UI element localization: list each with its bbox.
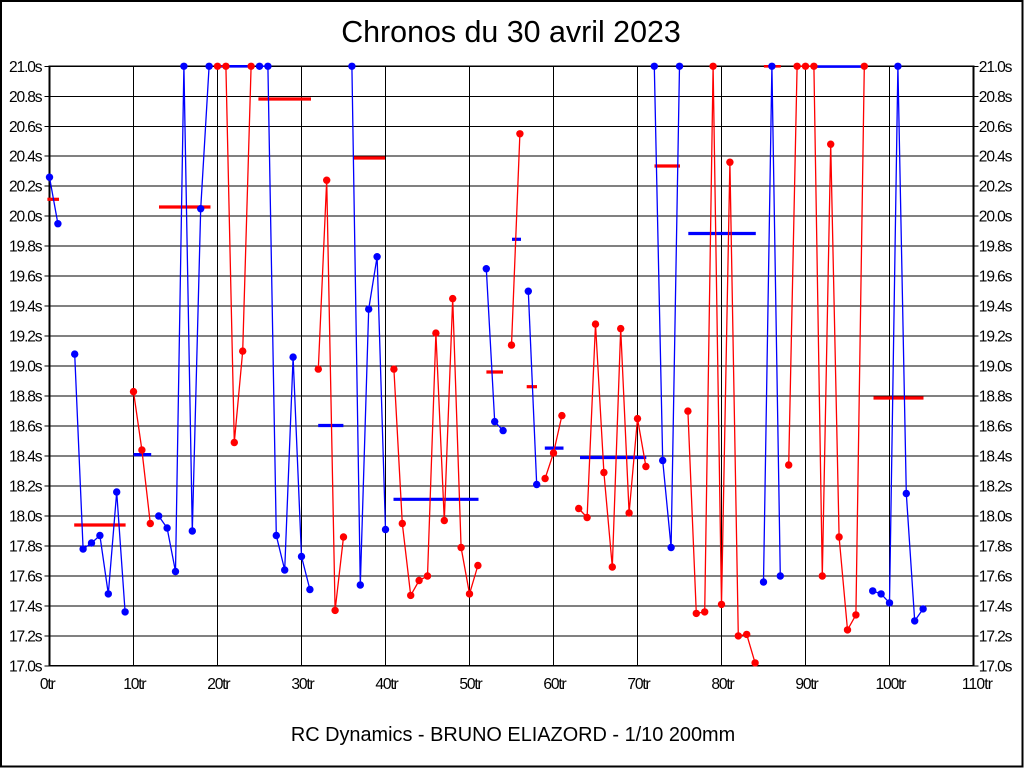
svg-text:20.4s: 20.4s [9,149,43,166]
svg-text:10tr: 10tr [123,676,146,693]
svg-text:60tr: 60tr [543,676,566,693]
svg-text:80tr: 80tr [711,676,734,693]
svg-text:20.2s: 20.2s [9,179,43,196]
svg-text:18.4s: 18.4s [979,449,1013,466]
svg-text:18.0s: 18.0s [9,509,43,526]
svg-text:17.0s: 17.0s [979,658,1013,675]
svg-text:100tr: 100tr [876,676,907,693]
svg-text:17.8s: 17.8s [979,539,1013,556]
svg-text:RC Dynamics - BRUNO ELIAZORD -: RC Dynamics - BRUNO ELIAZORD - 1/10 200m… [291,724,735,746]
svg-text:17.2s: 17.2s [979,628,1013,645]
svg-text:20.2s: 20.2s [979,179,1013,196]
svg-text:18.8s: 18.8s [9,389,43,406]
svg-text:17.8s: 17.8s [9,539,43,556]
svg-text:20.0s: 20.0s [9,209,43,226]
svg-text:18.0s: 18.0s [979,509,1013,526]
svg-text:18.2s: 18.2s [9,479,43,496]
svg-text:17.0s: 17.0s [9,658,43,675]
svg-text:20.8s: 20.8s [979,89,1013,106]
svg-text:19.2s: 19.2s [979,329,1013,346]
svg-text:19.8s: 19.8s [9,239,43,256]
svg-text:19.6s: 19.6s [979,269,1013,286]
svg-text:20.0s: 20.0s [979,209,1013,226]
svg-text:18.6s: 18.6s [979,419,1013,436]
svg-text:17.6s: 17.6s [979,569,1013,586]
svg-text:19.0s: 19.0s [979,359,1013,376]
svg-text:18.8s: 18.8s [979,389,1013,406]
svg-text:19.4s: 19.4s [9,299,43,316]
svg-text:20.8s: 20.8s [9,89,43,106]
svg-text:17.2s: 17.2s [9,628,43,645]
svg-text:70tr: 70tr [627,676,650,693]
svg-text:0tr: 0tr [40,676,56,693]
svg-text:18.6s: 18.6s [9,419,43,436]
svg-text:21.0s: 21.0s [9,59,43,76]
svg-text:19.8s: 19.8s [979,239,1013,256]
svg-text:19.2s: 19.2s [9,329,43,346]
svg-text:17.6s: 17.6s [9,569,43,586]
svg-text:17.4s: 17.4s [979,598,1013,615]
svg-text:20.4s: 20.4s [979,149,1013,166]
svg-text:20.6s: 20.6s [979,119,1013,136]
svg-text:19.0s: 19.0s [9,359,43,376]
svg-text:40tr: 40tr [375,676,398,693]
svg-text:18.4s: 18.4s [9,449,43,466]
svg-text:20.6s: 20.6s [9,119,43,136]
svg-text:18.2s: 18.2s [979,479,1013,496]
svg-text:110tr: 110tr [962,676,993,693]
svg-text:17.4s: 17.4s [9,598,43,615]
svg-text:21.0s: 21.0s [979,59,1013,76]
svg-text:19.4s: 19.4s [979,299,1013,316]
svg-text:50tr: 50tr [459,676,482,693]
svg-text:Chronos du 30 avril 2023: Chronos du 30 avril 2023 [341,15,681,49]
svg-text:30tr: 30tr [291,676,314,693]
svg-text:20tr: 20tr [207,676,230,693]
svg-text:19.6s: 19.6s [9,269,43,286]
svg-text:90tr: 90tr [795,676,818,693]
